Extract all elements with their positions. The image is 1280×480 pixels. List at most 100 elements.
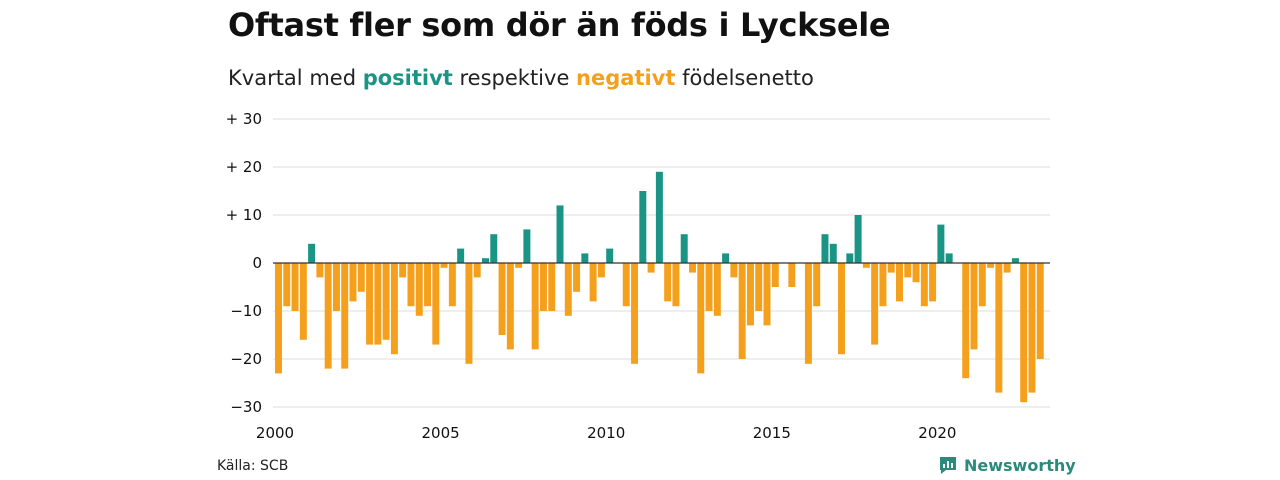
bar bbox=[962, 263, 970, 379]
bar bbox=[655, 171, 663, 263]
bar bbox=[523, 229, 531, 263]
bar bbox=[871, 263, 879, 345]
bar bbox=[366, 263, 374, 345]
bar bbox=[879, 263, 887, 307]
bar bbox=[482, 258, 489, 263]
bar bbox=[920, 263, 928, 307]
y-tick-label: + 10 bbox=[226, 206, 262, 224]
bar bbox=[713, 263, 721, 316]
bar bbox=[1020, 263, 1028, 403]
bar bbox=[771, 263, 779, 287]
bar bbox=[970, 263, 978, 350]
source-note: Källa: SCB bbox=[217, 458, 289, 474]
bar bbox=[862, 263, 870, 268]
y-tick-label: −20 bbox=[230, 350, 262, 368]
bar bbox=[448, 263, 456, 307]
subtitle-prefix: Kvartal med bbox=[228, 66, 363, 90]
brand-logo: Newsworthy bbox=[938, 455, 1076, 475]
bar bbox=[664, 263, 672, 302]
bar bbox=[283, 263, 291, 307]
bar bbox=[1028, 263, 1036, 393]
bar bbox=[1036, 263, 1044, 359]
bar bbox=[349, 263, 357, 302]
bar bbox=[746, 263, 754, 326]
bar bbox=[763, 263, 771, 326]
bar bbox=[390, 263, 398, 355]
bar bbox=[829, 243, 837, 263]
bar bbox=[556, 205, 564, 263]
y-tick-label: + 20 bbox=[226, 158, 262, 176]
chart-title: Oftast fler som dör än föds i Lycksele bbox=[228, 6, 891, 44]
bar bbox=[457, 248, 465, 263]
bar bbox=[945, 253, 953, 263]
chart-subtitle: Kvartal med positivt respektive negativt… bbox=[228, 66, 814, 90]
bar bbox=[531, 263, 539, 350]
x-tick-label: 2005 bbox=[422, 424, 460, 442]
bar bbox=[813, 263, 821, 307]
bar bbox=[854, 215, 862, 263]
bar bbox=[515, 263, 523, 268]
bar bbox=[374, 263, 382, 345]
bar bbox=[589, 263, 597, 302]
bar bbox=[490, 234, 498, 263]
bar bbox=[788, 263, 796, 287]
bar bbox=[672, 263, 680, 307]
bar bbox=[738, 263, 746, 359]
bar bbox=[399, 263, 407, 278]
y-tick-label: −10 bbox=[230, 302, 262, 320]
bar bbox=[647, 263, 655, 273]
bar bbox=[415, 263, 423, 316]
bar bbox=[539, 263, 547, 311]
bar bbox=[846, 253, 854, 263]
bar bbox=[341, 263, 349, 369]
bar bbox=[564, 263, 572, 316]
bar bbox=[995, 263, 1003, 393]
bar bbox=[324, 263, 332, 369]
bar bbox=[705, 263, 713, 311]
bar bbox=[332, 263, 340, 311]
bar bbox=[755, 263, 763, 311]
bar bbox=[821, 234, 829, 263]
x-tick-label: 2000 bbox=[256, 424, 294, 442]
bar bbox=[308, 243, 316, 263]
bar bbox=[291, 263, 299, 311]
bar bbox=[465, 263, 473, 364]
bar bbox=[987, 263, 995, 268]
newsworthy-icon bbox=[940, 457, 956, 474]
y-tick-label: −30 bbox=[230, 398, 262, 416]
subtitle-middle: respektive bbox=[452, 66, 577, 90]
bar bbox=[804, 263, 812, 364]
bar bbox=[440, 263, 448, 268]
bar bbox=[357, 263, 365, 292]
bar bbox=[506, 263, 514, 350]
subtitle-suffix: födelsenetto bbox=[675, 66, 814, 90]
bar bbox=[896, 263, 903, 302]
bar bbox=[697, 263, 705, 374]
bar bbox=[606, 248, 614, 263]
bar bbox=[597, 263, 605, 278]
bar bbox=[382, 263, 390, 340]
brand-name: Newsworthy bbox=[964, 455, 1076, 475]
y-tick-label: 0 bbox=[252, 254, 262, 272]
x-tick-label: 2020 bbox=[918, 424, 956, 442]
bar bbox=[978, 263, 986, 307]
bar bbox=[937, 224, 945, 263]
bar bbox=[581, 253, 589, 263]
bar bbox=[316, 263, 324, 278]
y-tick-label: + 30 bbox=[226, 110, 262, 128]
bar bbox=[631, 263, 639, 364]
bar bbox=[838, 263, 846, 355]
bar bbox=[887, 263, 895, 273]
bar bbox=[912, 263, 920, 283]
bar bbox=[904, 263, 912, 278]
bar bbox=[730, 263, 738, 278]
x-tick-label: 2015 bbox=[753, 424, 791, 442]
subtitle-positive-word: positivt bbox=[362, 66, 453, 90]
bar bbox=[929, 263, 937, 302]
bar bbox=[432, 263, 440, 345]
bar bbox=[299, 263, 307, 340]
bar bbox=[473, 263, 481, 278]
bar bbox=[1003, 263, 1011, 273]
bar bbox=[622, 263, 630, 307]
